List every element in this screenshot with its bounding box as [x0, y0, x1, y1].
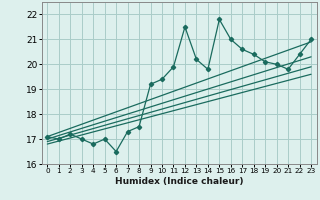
X-axis label: Humidex (Indice chaleur): Humidex (Indice chaleur) [115, 177, 244, 186]
